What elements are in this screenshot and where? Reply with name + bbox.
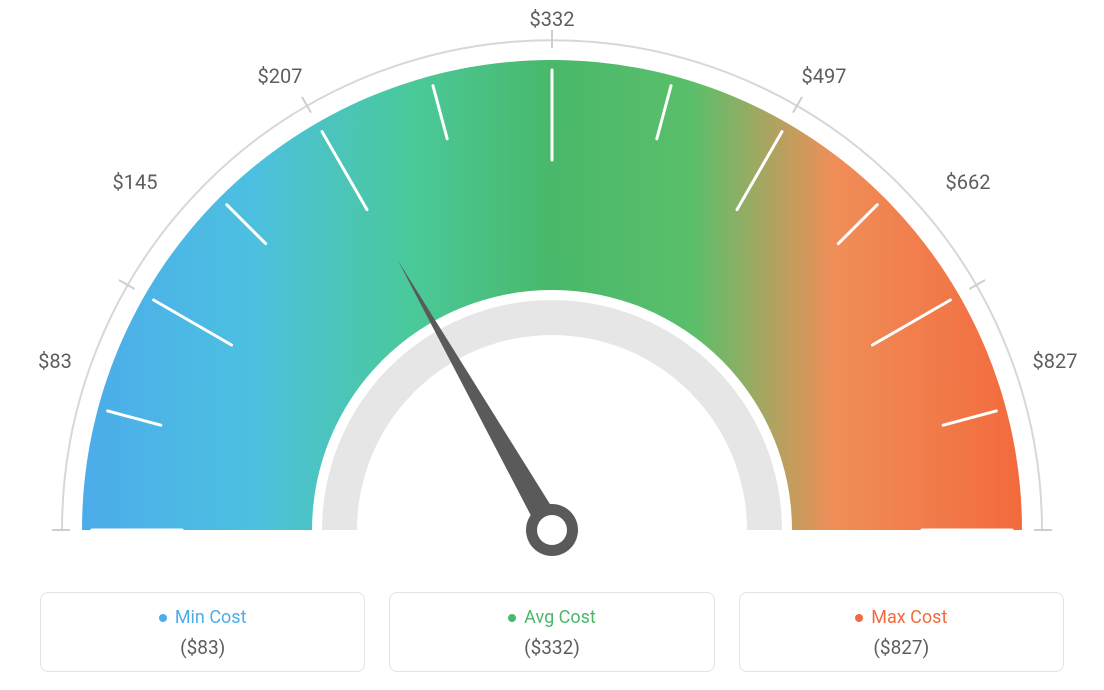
dot-max-icon bbox=[855, 614, 863, 622]
gauge-area: $83 $145 $207 $332 $497 $662 $827 bbox=[0, 0, 1104, 570]
tick-label: $497 bbox=[802, 64, 847, 88]
legend-min-top: Min Cost bbox=[159, 607, 247, 628]
legend-card-avg: Avg Cost ($332) bbox=[389, 592, 714, 672]
needle-hub-inner bbox=[537, 515, 567, 545]
cost-gauge-chart: $83 $145 $207 $332 $497 $662 $827 Min Cost ($8… bbox=[0, 0, 1104, 690]
tick-label: $207 bbox=[258, 64, 303, 88]
gauge-svg bbox=[0, 0, 1104, 570]
legend-avg-label: Avg Cost bbox=[524, 607, 596, 628]
tick-label: $332 bbox=[530, 7, 575, 31]
legend-min-value: ($83) bbox=[180, 636, 225, 659]
legend-max-value: ($827) bbox=[873, 636, 929, 659]
legend-avg-value: ($332) bbox=[524, 636, 580, 659]
tick-label: $662 bbox=[946, 170, 991, 194]
legend-avg-top: Avg Cost bbox=[508, 607, 596, 628]
legend-card-max: Max Cost ($827) bbox=[739, 592, 1064, 672]
legend-row: Min Cost ($83) Avg Cost ($332) Max Cost … bbox=[40, 592, 1064, 672]
dot-avg-icon bbox=[508, 614, 516, 622]
dot-min-icon bbox=[159, 614, 167, 622]
legend-max-label: Max Cost bbox=[871, 607, 947, 628]
legend-card-min: Min Cost ($83) bbox=[40, 592, 365, 672]
tick-label: $83 bbox=[38, 349, 72, 373]
legend-max-top: Max Cost bbox=[855, 607, 947, 628]
tick-label: $145 bbox=[113, 170, 158, 194]
legend-min-label: Min Cost bbox=[175, 607, 247, 628]
tick-label: $827 bbox=[1033, 349, 1078, 373]
